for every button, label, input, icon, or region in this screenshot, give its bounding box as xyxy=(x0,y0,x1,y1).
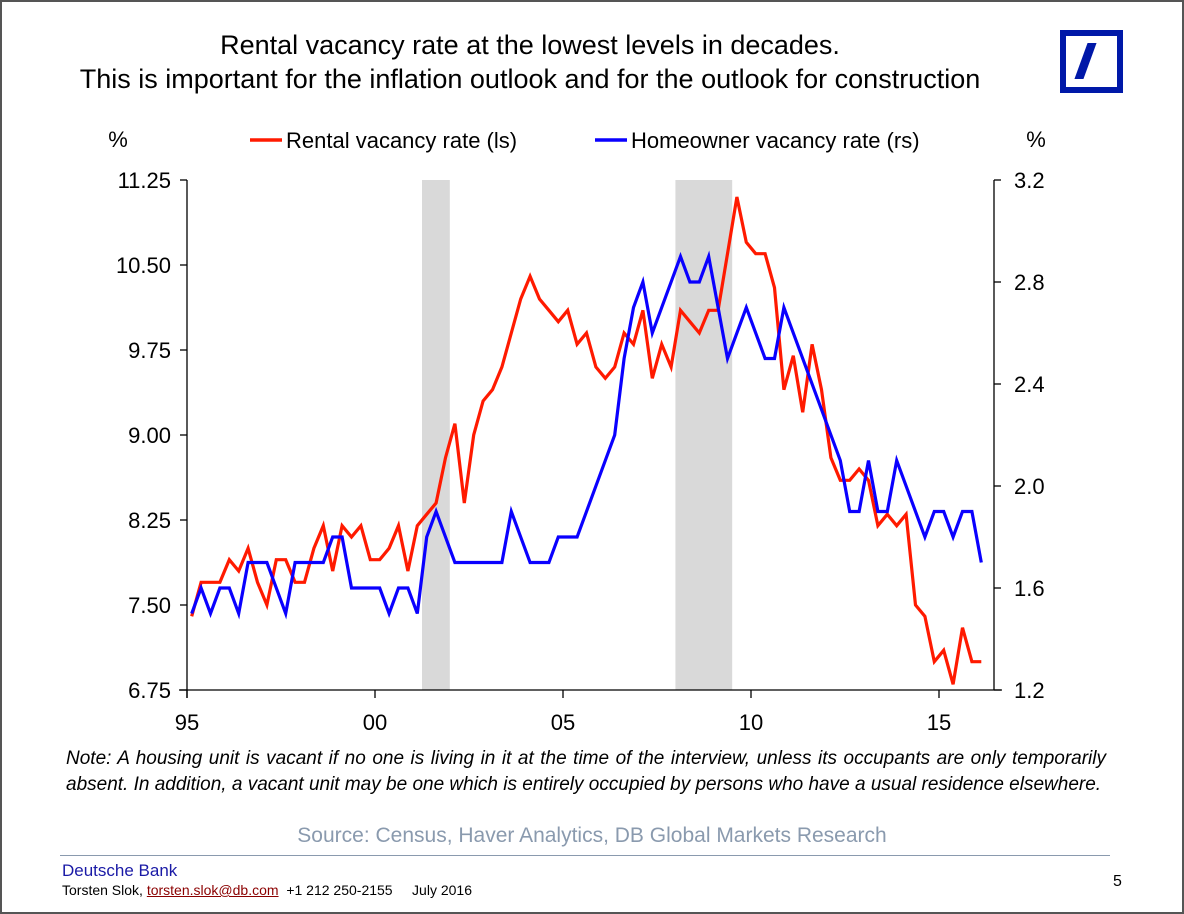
left-tick-label: 9.75 xyxy=(128,338,171,363)
right-tick-label: 1.2 xyxy=(1014,678,1045,703)
right-tick-label: 2.4 xyxy=(1014,372,1045,397)
recession-band xyxy=(422,180,450,690)
x-tick-label: 00 xyxy=(363,710,387,735)
footer-phone: +1 212 250-2155 xyxy=(286,882,393,898)
legend-label: Homeowner vacancy rate (rs) xyxy=(631,128,920,153)
left-unit-label: % xyxy=(108,127,128,152)
rental-vacancy-line xyxy=(190,196,982,685)
right-tick-label: 3.2 xyxy=(1014,168,1045,193)
left-tick-label: 9.00 xyxy=(128,423,171,448)
footer-company: Deutsche Bank xyxy=(62,861,178,880)
right-unit-label: % xyxy=(1026,127,1046,152)
footer-author-line: Torsten Slok, torsten.slok@db.com +1 212… xyxy=(62,882,472,898)
x-tick-label: 05 xyxy=(551,710,575,735)
recession-band xyxy=(675,180,733,690)
left-tick-label: 6.75 xyxy=(128,678,171,703)
deutsche-bank-logo-icon xyxy=(1060,30,1123,93)
x-tick-label: 10 xyxy=(739,710,763,735)
chart-title-line1: Rental vacancy rate at the lowest levels… xyxy=(220,30,840,60)
right-tick-label: 2.8 xyxy=(1014,270,1045,295)
footer-divider xyxy=(60,855,1110,856)
right-tick-label: 1.6 xyxy=(1014,576,1045,601)
legend-label: Rental vacancy rate (ls) xyxy=(286,128,517,153)
source-text: Source: Census, Haver Analytics, DB Glob… xyxy=(297,824,887,847)
page-number: 5 xyxy=(1113,873,1122,890)
chart-title-line2: This is important for the inflation outl… xyxy=(79,64,981,94)
footer-author: Torsten Slok, xyxy=(62,882,143,898)
left-tick-label: 8.25 xyxy=(128,508,171,533)
right-tick-label: 2.0 xyxy=(1014,474,1045,499)
homeowner-vacancy-line xyxy=(190,250,983,620)
x-tick-label: 15 xyxy=(927,710,951,735)
left-tick-label: 7.50 xyxy=(128,593,171,618)
footer-email-link[interactable]: torsten.slok@db.com xyxy=(146,882,279,898)
x-tick-label: 95 xyxy=(175,710,199,735)
footnote: Note: A housing unit is vacant if no one… xyxy=(66,748,1106,795)
left-tick-label: 11.25 xyxy=(118,168,171,193)
footer-date: July 2016 xyxy=(412,882,472,898)
left-tick-label: 10.50 xyxy=(116,253,171,278)
